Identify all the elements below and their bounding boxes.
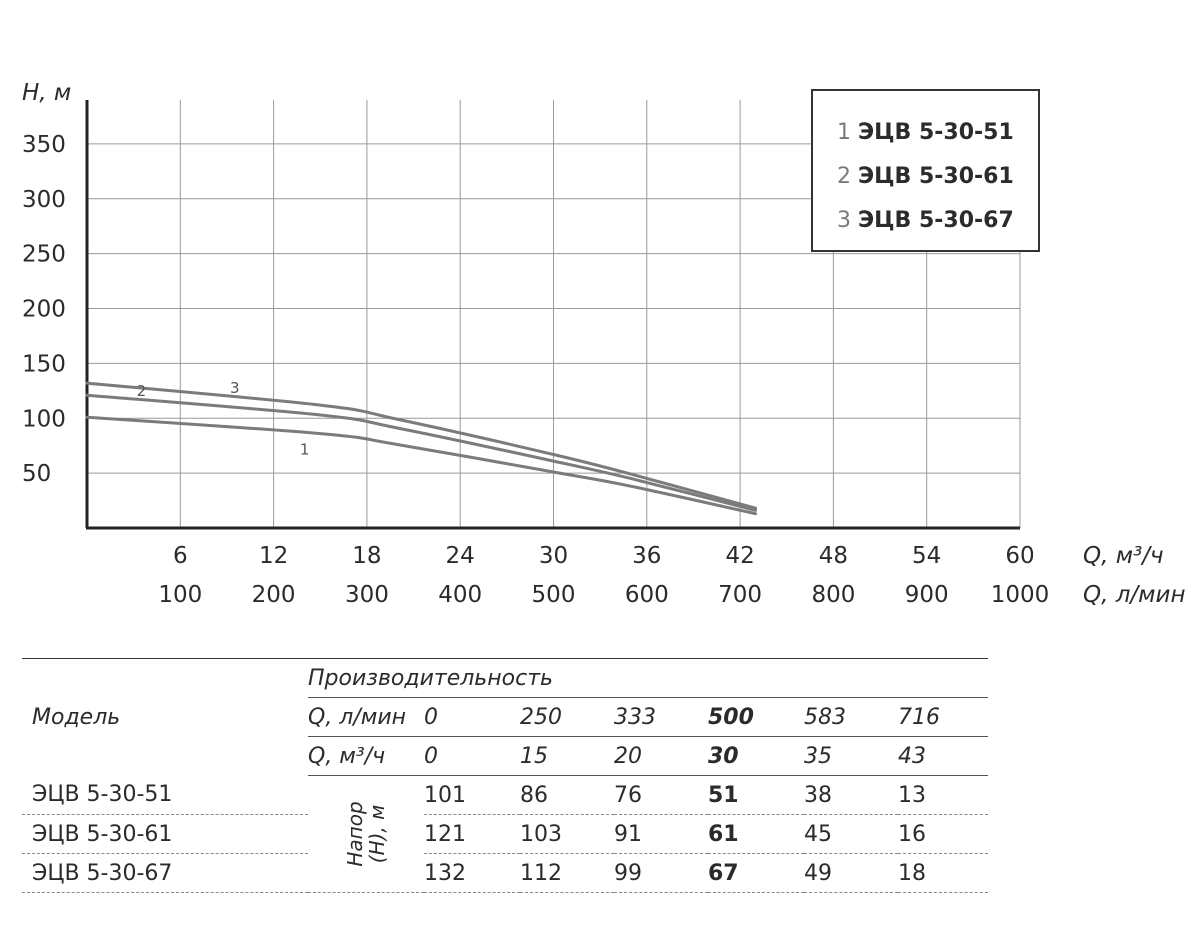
x-tick-label-m3h: 6 <box>173 543 188 569</box>
q-m3h-cell: 15 <box>520 736 614 776</box>
x-tick-label-m3h: 30 <box>539 543 568 569</box>
q-m3h-cell: 30 <box>708 736 804 776</box>
axes <box>85 100 1020 530</box>
x-tick-label-m3h: 48 <box>819 543 848 569</box>
series <box>85 381 758 516</box>
legend-num: 3 <box>837 208 851 233</box>
legend-item-3: 3 ЭЦВ 5-30-67 <box>813 199 1038 243</box>
x-axis-title-lmin: Q, л/мин <box>1083 582 1186 608</box>
head-value: 76 <box>614 775 708 815</box>
head-value: 112 <box>520 853 614 893</box>
x-tick-label-lmin: 600 <box>625 582 669 608</box>
x-tick-labels-lmin: 100 200 300 400 500 600 700 800 900 1000 <box>158 582 1049 608</box>
x-tick-label-m3h: 12 <box>259 543 288 569</box>
y-tick-label: 100 <box>22 406 66 432</box>
x-tick-label-lmin: 400 <box>438 582 482 608</box>
head-value: 132 <box>424 853 520 893</box>
head-value: 101 <box>424 775 520 815</box>
head-value: 13 <box>898 775 988 815</box>
x-tick-label-lmin: 100 <box>158 582 202 608</box>
series-label-1: 1 <box>300 441 310 459</box>
y-tick-label: 300 <box>22 187 66 213</box>
x-tick-label-m3h: 60 <box>1005 543 1034 569</box>
x-tick-label-lmin: 200 <box>252 582 296 608</box>
q-lmin-cell: 0 <box>424 697 520 737</box>
legend-num: 2 <box>837 164 851 189</box>
head-value: 86 <box>520 775 614 815</box>
x-tick-label-m3h: 24 <box>446 543 475 569</box>
q-lmin-cell: 333 <box>614 697 708 737</box>
legend-name: ЭЦВ 5-30-67 <box>858 208 1014 233</box>
head-value: 18 <box>898 853 988 893</box>
head-value: 49 <box>804 853 898 893</box>
legend-name: ЭЦВ 5-30-51 <box>858 120 1014 145</box>
head-value: 67 <box>708 853 804 893</box>
x-tick-label-lmin: 700 <box>718 582 762 608</box>
q-lmin-cell: 716 <box>898 697 988 737</box>
x-tick-label-m3h: 36 <box>632 543 661 569</box>
q-lmin-cell: 583 <box>804 697 898 737</box>
model-name: ЭЦВ 5-30-67 <box>22 853 308 893</box>
q-m3h-cell: 0 <box>424 736 520 776</box>
model-name: ЭЦВ 5-30-61 <box>22 814 308 854</box>
x-axis-title-m3h: Q, м³/ч <box>1083 543 1164 569</box>
head-value: 38 <box>804 775 898 815</box>
y-axis-title: H, м <box>22 80 71 106</box>
q-lmin-label: Q, л/мин <box>308 697 424 737</box>
x-tick-label-lmin: 1000 <box>991 582 1050 608</box>
model-header: Модель <box>22 658 308 776</box>
chart-legend: 1 ЭЦВ 5-30-51 2 ЭЦВ 5-30-61 3 ЭЦВ 5-30-6… <box>811 89 1040 252</box>
head-value: 61 <box>708 814 804 854</box>
head-label: Напор (Н), м <box>343 801 389 867</box>
y-tick-label: 250 <box>22 242 66 268</box>
head-value: 16 <box>898 814 988 854</box>
head-value: 99 <box>614 853 708 893</box>
q-m3h-cell: 35 <box>804 736 898 776</box>
performance-table: Модель Производительность Q, л/мин 0 250… <box>22 658 988 893</box>
grid <box>87 100 1021 528</box>
head-label-cell: Напор (Н), м <box>308 775 424 893</box>
q-m3h-label: Q, м³/ч <box>308 736 424 776</box>
legend-item-2: 2 ЭЦВ 5-30-61 <box>813 155 1038 199</box>
q-lmin-cell: 250 <box>520 697 614 737</box>
y-tick-labels: 50 100 150 200 250 300 350 <box>22 132 66 487</box>
head-value: 51 <box>708 775 804 815</box>
series-line-3 <box>85 381 758 510</box>
performance-header: Производительность <box>308 658 988 698</box>
legend-item-1: 1 ЭЦВ 5-30-51 <box>813 111 1038 155</box>
x-tick-label-m3h: 18 <box>352 543 381 569</box>
head-value: 91 <box>614 814 708 854</box>
x-tick-label-m3h: 42 <box>725 543 754 569</box>
head-label-line1: Напор <box>343 801 367 867</box>
y-tick-label: 150 <box>22 351 66 377</box>
series-line-2 <box>85 393 758 512</box>
x-tick-label-lmin: 800 <box>811 582 855 608</box>
series-line-1 <box>85 415 758 516</box>
series-label-2: 2 <box>137 382 147 400</box>
q-m3h-cell: 43 <box>898 736 988 776</box>
legend-name: ЭЦВ 5-30-61 <box>858 164 1014 189</box>
y-tick-label: 350 <box>22 132 66 158</box>
y-tick-label: 200 <box>22 297 66 323</box>
head-value: 103 <box>520 814 614 854</box>
head-label-line2: (Н), м <box>365 804 389 864</box>
q-m3h-cell: 20 <box>614 736 708 776</box>
model-name: ЭЦВ 5-30-51 <box>22 775 308 815</box>
x-tick-label-lmin: 300 <box>345 582 389 608</box>
y-tick-label: 50 <box>22 461 51 487</box>
head-value: 45 <box>804 814 898 854</box>
series-labels: 1 2 3 <box>137 379 310 458</box>
head-value: 121 <box>424 814 520 854</box>
series-label-3: 3 <box>230 379 240 397</box>
x-tick-label-m3h: 54 <box>912 543 941 569</box>
x-tick-label-lmin: 500 <box>532 582 576 608</box>
x-tick-label-lmin: 900 <box>905 582 949 608</box>
legend-num: 1 <box>837 120 851 145</box>
x-tick-labels-m3h: 6 12 18 24 30 36 42 48 54 60 <box>173 543 1035 569</box>
q-lmin-cell: 500 <box>708 697 804 737</box>
